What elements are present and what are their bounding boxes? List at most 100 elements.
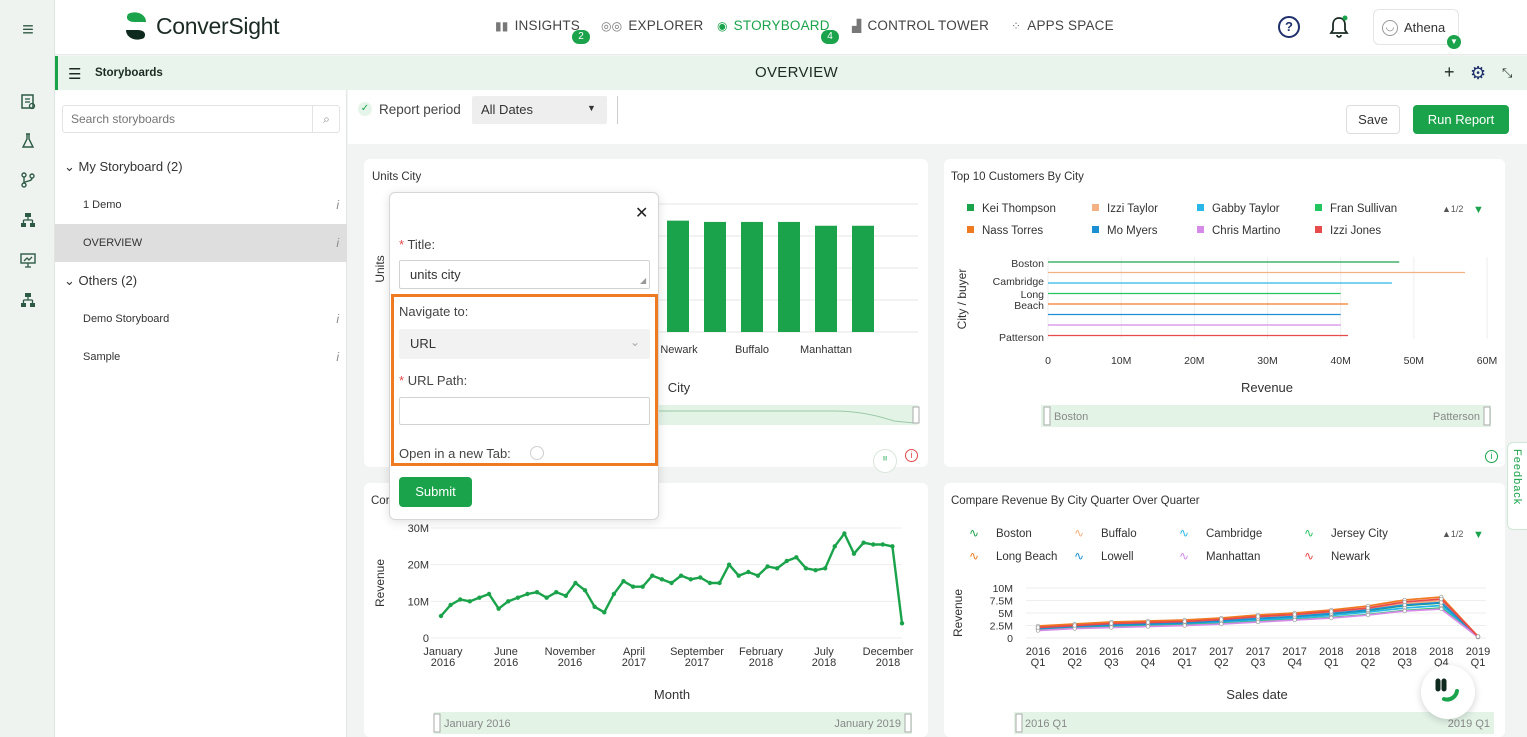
sidebar-item-1-demo[interactable]: 1 Demo i: [55, 186, 347, 224]
settings-gear-icon[interactable]: ⚙: [1470, 63, 1487, 83]
zoom-handle-end[interactable]: [912, 406, 920, 424]
legend-label: Long Beach: [996, 551, 1057, 563]
storyboard-list-toggle-icon[interactable]: ☰: [68, 66, 82, 83]
search-icon[interactable]: ⌕: [312, 106, 340, 132]
data-point: [880, 542, 885, 547]
navigate-to-select[interactable]: URL ⌄: [399, 329, 650, 359]
user-name: Athena: [1404, 20, 1446, 35]
data-point: [861, 540, 866, 545]
nav-apps-space[interactable]: ⁘ APPS SPACE: [1011, 18, 1114, 33]
sidebar-item-sample[interactable]: Sample i: [55, 338, 347, 376]
x-tick-label: 2018: [1356, 646, 1380, 658]
data-point: [582, 588, 588, 593]
bell-icon[interactable]: [1328, 15, 1350, 44]
flask-icon[interactable]: [18, 133, 38, 153]
zoom-slider-track[interactable]: [654, 405, 918, 425]
sidebar-item-demo-storyboard[interactable]: Demo Storyboard i: [55, 300, 347, 338]
data-point: [640, 584, 645, 589]
x-tick-label: Q3: [1397, 657, 1412, 669]
data-point: [813, 567, 818, 573]
navigate-to-label: Navigate to:: [399, 304, 469, 319]
binoculars-icon: ◎◎: [601, 19, 623, 33]
data-point: [496, 606, 501, 611]
bar: [667, 220, 689, 332]
help-icon[interactable]: ?: [1278, 16, 1300, 38]
zoom-start-label: January 2016: [444, 718, 511, 730]
legend-marker: [1092, 226, 1099, 233]
info-icon[interactable]: i: [336, 236, 339, 250]
submit-button[interactable]: Submit: [399, 477, 472, 507]
x-tick-label: 2016: [1026, 646, 1050, 658]
left-rail: ≡: [0, 0, 55, 737]
top10-chart: Kei Thompson Izzi Taylor Gabby Taylor Fran …: [955, 203, 1497, 427]
save-button[interactable]: Save: [1346, 105, 1400, 134]
title-input[interactable]: units city ◢: [399, 260, 650, 289]
feedback-tab[interactable]: Feedback: [1507, 442, 1527, 530]
org-chart-icon[interactable]: [18, 292, 38, 312]
url-path-input[interactable]: [399, 397, 650, 425]
storyboard-header-bar: ☰ Storyboards OVERVIEW + ⚙ ⤡: [55, 56, 1527, 90]
user-menu[interactable]: ◡ Athena ▼: [1373, 9, 1461, 49]
run-report-button[interactable]: Run Report: [1413, 105, 1509, 134]
chat-assistant-button[interactable]: [1421, 665, 1475, 719]
info-icon[interactable]: i: [336, 350, 339, 364]
report-period-value: All Dates: [481, 102, 534, 117]
presentation-icon[interactable]: [18, 252, 38, 272]
data-point: [554, 589, 559, 595]
divider: [617, 96, 618, 124]
panel-title: Cor: [371, 495, 390, 507]
x-tick-label: June: [494, 646, 518, 658]
hamburger-menu-icon[interactable]: ≡: [22, 19, 34, 41]
x-tick-label: Q1: [1324, 657, 1339, 669]
brand-logo[interactable]: ConverSight: [120, 11, 280, 41]
x-tick-label: 2016: [1062, 646, 1086, 658]
legend-next-icon: ▼: [1473, 204, 1484, 216]
check-icon[interactable]: ✓: [358, 102, 372, 116]
x-tick-label: 2016: [1136, 646, 1160, 658]
group-others[interactable]: ⌄ Others (2): [55, 262, 347, 300]
data-point: [1365, 605, 1371, 611]
zoom-start-label: Boston: [1054, 411, 1088, 423]
info-icon[interactable]: i: [336, 198, 339, 212]
nav-explorer[interactable]: ◎◎ EXPLORER: [601, 18, 703, 33]
open-new-tab-checkbox[interactable]: [530, 446, 544, 460]
data-point: [669, 580, 674, 586]
y-tick-label: 0: [423, 633, 429, 645]
hierarchy-icon[interactable]: [18, 212, 38, 232]
report-icon[interactable]: [18, 94, 38, 114]
data-point: [1109, 625, 1114, 630]
company-revenue-chart: 010M20M30MRevenueJanuary2016June2016Nove…: [373, 523, 914, 734]
legend-page-label: ▲1/2: [1442, 204, 1463, 214]
add-icon[interactable]: +: [1444, 62, 1455, 82]
info-icon[interactable]: i: [1485, 450, 1498, 463]
report-period-select[interactable]: All Dates ▼: [472, 96, 607, 124]
resize-grip-icon[interactable]: ◢: [640, 276, 647, 285]
item-label: OVERVIEW: [83, 237, 143, 249]
data-point: [458, 597, 463, 602]
search-input[interactable]: [63, 106, 311, 132]
legend-label: Izzi Taylor: [1107, 203, 1158, 215]
x-tick-label: November: [545, 646, 596, 658]
info-icon[interactable]: i: [905, 449, 918, 462]
zoom-handle-start: [1043, 406, 1051, 426]
storyboard-icon: ◉: [717, 19, 728, 33]
x-tick-label: 2017: [622, 657, 646, 669]
nav-insights[interactable]: ▮▮ INSIGHTS: [495, 18, 580, 33]
x-tick-label: 2016: [1099, 646, 1123, 658]
y-tick-label: 30M: [408, 523, 429, 535]
y-axis-label: Revenue: [951, 589, 965, 637]
legend-marker: ∿: [1074, 549, 1084, 563]
assistant-icon[interactable]: ᑊᑊ: [873, 449, 897, 473]
info-icon[interactable]: i: [336, 312, 339, 326]
nav-storyboard[interactable]: ◉ STORYBOARD: [717, 18, 830, 33]
nav-control-tower[interactable]: ▟ CONTROL TOWER: [852, 18, 989, 33]
collapse-icon[interactable]: ⤡: [1502, 65, 1513, 80]
close-icon[interactable]: ✕: [635, 205, 649, 222]
user-dropdown-icon[interactable]: ▼: [1447, 35, 1461, 49]
y-tick-label: Boston: [1011, 258, 1044, 270]
legend-marker: ∿: [1304, 549, 1314, 563]
sidebar-item-overview[interactable]: OVERVIEW i: [55, 224, 347, 262]
group-my-storyboard[interactable]: ⌄ My Storyboard (2): [55, 148, 347, 186]
branch-icon[interactable]: [18, 172, 38, 192]
item-label: Demo Storyboard: [83, 313, 170, 325]
